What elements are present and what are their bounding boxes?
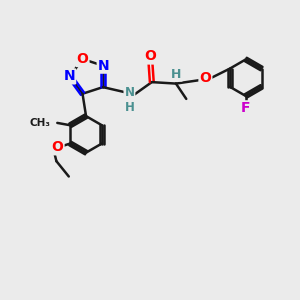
Text: F: F [241, 101, 250, 115]
Text: H: H [171, 68, 182, 81]
Text: O: O [76, 52, 88, 66]
Text: N
H: N H [124, 86, 134, 114]
Text: O: O [52, 140, 64, 154]
Text: N: N [98, 59, 109, 73]
Text: O: O [144, 50, 156, 64]
Text: CH₃: CH₃ [29, 118, 50, 128]
Text: N: N [64, 69, 75, 83]
Text: O: O [200, 71, 211, 85]
